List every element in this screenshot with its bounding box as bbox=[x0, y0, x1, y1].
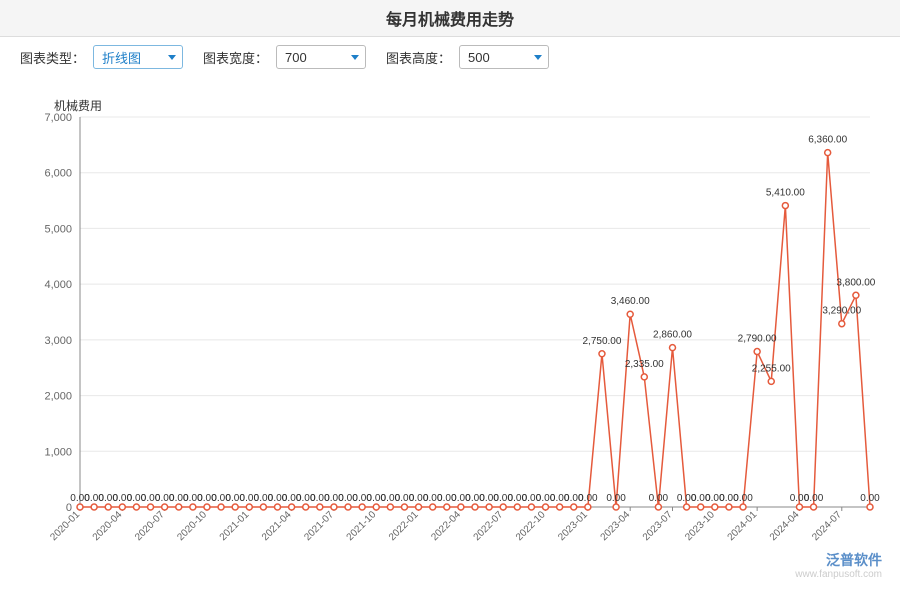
svg-text:7,000: 7,000 bbox=[44, 112, 72, 124]
watermark: 泛普软件 www.fanpusoft.com bbox=[795, 552, 882, 581]
chart-width-label: 图表宽度： bbox=[203, 48, 268, 67]
svg-text:3,290.00: 3,290.00 bbox=[822, 306, 861, 317]
svg-text:3,800.00: 3,800.00 bbox=[836, 277, 875, 288]
svg-text:2023-04: 2023-04 bbox=[599, 509, 633, 543]
svg-text:2023-01: 2023-01 bbox=[556, 509, 590, 543]
svg-text:2022-04: 2022-04 bbox=[429, 509, 463, 543]
chevron-down-icon bbox=[168, 55, 176, 60]
svg-text:0.00: 0.00 bbox=[804, 493, 824, 504]
chart-area: 机械费用 01,0002,0003,0004,0005,0006,0007,00… bbox=[10, 77, 890, 587]
svg-text:2020-01: 2020-01 bbox=[48, 509, 82, 543]
svg-text:2,750.00: 2,750.00 bbox=[582, 336, 621, 347]
svg-text:2022-01: 2022-01 bbox=[387, 509, 421, 543]
chevron-down-icon bbox=[351, 55, 359, 60]
svg-text:0.00: 0.00 bbox=[860, 493, 880, 504]
svg-text:0.00: 0.00 bbox=[733, 493, 753, 504]
chart-type-dropdown[interactable]: 折线图 bbox=[93, 45, 183, 69]
svg-text:5,000: 5,000 bbox=[44, 223, 72, 235]
svg-text:3,460.00: 3,460.00 bbox=[611, 296, 650, 307]
svg-text:3,000: 3,000 bbox=[44, 335, 72, 347]
svg-text:2020-07: 2020-07 bbox=[133, 509, 167, 543]
svg-text:2021-04: 2021-04 bbox=[260, 509, 294, 543]
svg-text:2,000: 2,000 bbox=[44, 391, 72, 403]
svg-text:5,410.00: 5,410.00 bbox=[766, 188, 805, 199]
svg-text:2021-07: 2021-07 bbox=[302, 509, 336, 543]
svg-text:6,360.00: 6,360.00 bbox=[808, 135, 847, 146]
svg-text:2023-07: 2023-07 bbox=[641, 509, 675, 543]
svg-text:2,790.00: 2,790.00 bbox=[738, 334, 777, 345]
svg-text:2024-07: 2024-07 bbox=[810, 509, 844, 543]
svg-text:0.00: 0.00 bbox=[578, 493, 598, 504]
controls-bar: 图表类型： 折线图 图表宽度： 700 图表高度： 500 bbox=[0, 37, 900, 77]
chart-height-value: 500 bbox=[468, 50, 490, 65]
chart-width-dropdown[interactable]: 700 bbox=[276, 45, 366, 69]
svg-text:2021-10: 2021-10 bbox=[345, 509, 379, 543]
svg-text:6,000: 6,000 bbox=[44, 168, 72, 180]
svg-text:2022-07: 2022-07 bbox=[472, 509, 506, 543]
svg-text:2022-10: 2022-10 bbox=[514, 509, 548, 543]
chevron-down-icon bbox=[534, 55, 542, 60]
chart-height-label: 图表高度： bbox=[386, 48, 451, 67]
svg-text:2,255.00: 2,255.00 bbox=[752, 363, 791, 374]
chart-type-value: 折线图 bbox=[102, 48, 141, 67]
chart-width-value: 700 bbox=[285, 50, 307, 65]
svg-text:0.00: 0.00 bbox=[606, 493, 626, 504]
svg-text:2020-10: 2020-10 bbox=[175, 509, 209, 543]
svg-text:4,000: 4,000 bbox=[44, 279, 72, 291]
svg-text:2,335.00: 2,335.00 bbox=[625, 359, 664, 370]
svg-text:2023-10: 2023-10 bbox=[683, 509, 717, 543]
page-title: 每月机械费用走势 bbox=[0, 0, 900, 37]
svg-text:2,860.00: 2,860.00 bbox=[653, 330, 692, 341]
svg-text:2021-01: 2021-01 bbox=[218, 509, 252, 543]
svg-text:2024-04: 2024-04 bbox=[768, 509, 802, 543]
svg-text:1,000: 1,000 bbox=[44, 446, 72, 458]
chart-height-dropdown[interactable]: 500 bbox=[459, 45, 549, 69]
line-chart: 01,0002,0003,0004,0005,0006,0007,0002020… bbox=[10, 77, 890, 587]
svg-text:2024-01: 2024-01 bbox=[726, 509, 760, 543]
svg-text:2020-04: 2020-04 bbox=[91, 509, 125, 543]
watermark-brand: 泛普软件 bbox=[795, 552, 882, 569]
chart-type-label: 图表类型： bbox=[20, 48, 85, 67]
watermark-url: www.fanpusoft.com bbox=[795, 569, 882, 581]
svg-text:0.00: 0.00 bbox=[649, 493, 669, 504]
